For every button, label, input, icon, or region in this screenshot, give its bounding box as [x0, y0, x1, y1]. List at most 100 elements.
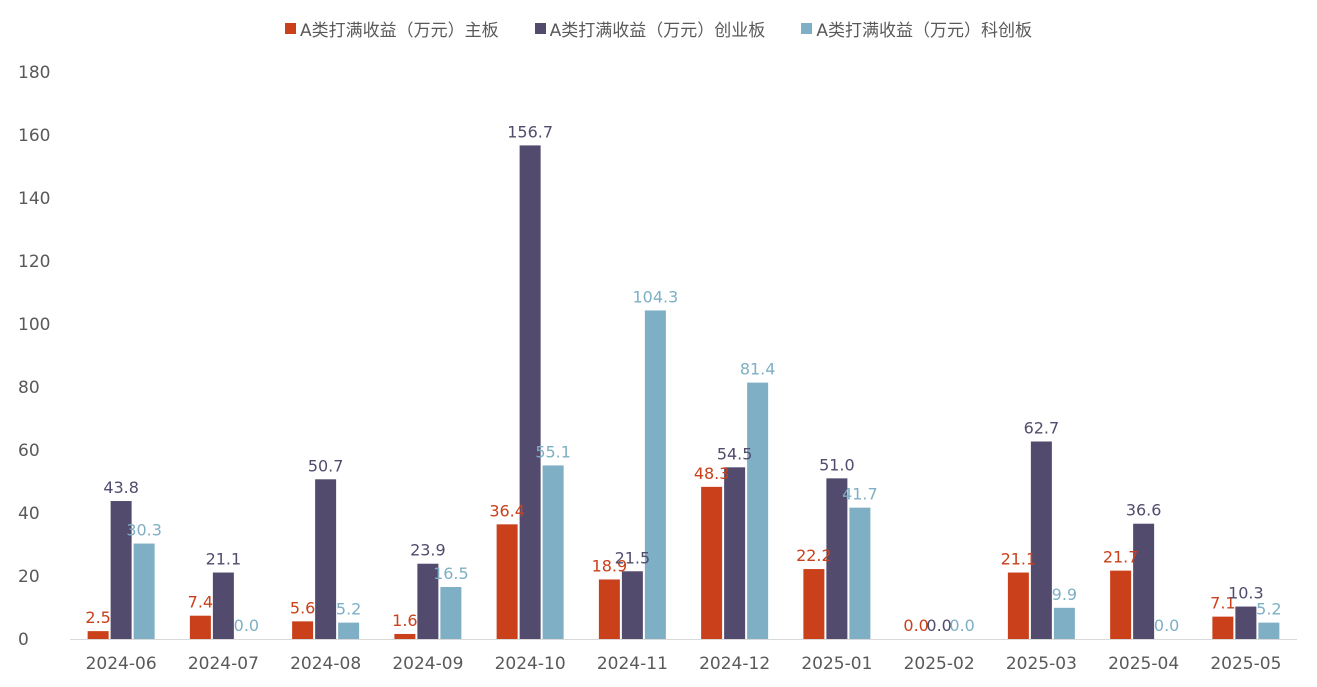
bar: [110, 501, 132, 639]
x-tick-label: 2025-01: [801, 654, 872, 674]
data-label: 0.0: [949, 616, 974, 635]
y-tick-label: 120: [18, 252, 50, 272]
x-tick-label: 2025-02: [904, 654, 975, 674]
bar: [1133, 523, 1155, 639]
y-tick-label: 60: [18, 441, 40, 461]
bar: [496, 524, 518, 639]
data-label: 0.0: [926, 616, 951, 635]
x-tick-label: 2024-10: [495, 654, 566, 674]
legend-item-main-board: A类打满收益（万元）主板: [285, 16, 499, 41]
bar: [803, 569, 825, 639]
legend-label-main-board: A类打满收益（万元）主板: [300, 20, 499, 41]
x-tick-label: 2024-09: [392, 654, 463, 674]
bar: [1110, 570, 1132, 639]
bar: [133, 543, 155, 639]
bar: [338, 622, 360, 639]
data-label: 43.8: [103, 478, 139, 497]
bar: [1007, 572, 1029, 639]
x-tick-label: 2024-06: [86, 654, 157, 674]
bar: [701, 486, 723, 639]
data-label: 0.0: [903, 616, 928, 635]
bar: [212, 572, 234, 639]
bar: [417, 563, 439, 639]
data-label: 48.3: [694, 464, 730, 483]
x-axis: 2024-06 2024-07 2024-08 2024-09 2024-10 2024-…: [70, 639, 1297, 674]
bar: [747, 382, 769, 639]
chart-legend: A类打满收益（万元）主板 A类打满收益（万元）创业板 A类打满收益（万元）科创板: [0, 16, 1317, 41]
legend-swatch-chinext: [534, 22, 546, 34]
y-tick-label: 160: [18, 126, 50, 146]
legend-label-chinext: A类打满收益（万元）创业板: [549, 20, 766, 41]
data-label: 1.6: [392, 611, 417, 630]
bar: [1235, 606, 1257, 639]
data-label: 51.0: [819, 455, 855, 474]
data-label: 2.5: [85, 608, 110, 627]
bar: [826, 478, 848, 639]
data-label: 54.5: [717, 444, 753, 463]
data-label: 62.7: [1024, 418, 1060, 437]
bar: [621, 571, 643, 639]
bar: [315, 479, 337, 639]
bar: [292, 621, 314, 639]
data-label: 7.1: [1210, 594, 1235, 613]
x-tick-label: 2024-12: [699, 654, 770, 674]
data-label: 0.0: [234, 616, 259, 635]
data-label: 156.7: [507, 122, 553, 141]
bar: [542, 465, 564, 639]
x-tick-label: 2025-05: [1210, 654, 1281, 674]
data-label: 7.4: [188, 593, 213, 612]
data-labels: 2.5 43.8 30.3 7.4 21.1 0.0 5.6 50.7 5.2 1.6 23.9 16…: [85, 122, 1281, 635]
legend-item-chinext: A类打满收益（万元）创业板: [534, 16, 766, 41]
bar: [1212, 616, 1234, 639]
data-label: 50.7: [308, 456, 344, 475]
data-label: 22.2: [796, 546, 832, 565]
legend-swatch-main-board: [285, 22, 297, 34]
y-tick-label: 0: [18, 630, 29, 650]
data-label: 5.6: [290, 598, 315, 617]
bar: [1030, 441, 1052, 639]
data-label: 36.4: [489, 501, 525, 520]
bar: [440, 587, 462, 639]
y-tick-label: 40: [18, 504, 40, 524]
bars: [87, 145, 1280, 639]
data-label: 104.3: [632, 287, 678, 306]
y-tick-label: 140: [18, 189, 50, 209]
x-tick-label: 2024-11: [597, 654, 668, 674]
y-axis: 0 20 40 60 80 100 120 140 160 180: [18, 63, 50, 650]
data-label: 5.2: [1256, 600, 1281, 619]
data-label: 36.6: [1126, 501, 1162, 520]
data-label: 81.4: [740, 360, 776, 379]
bar: [644, 310, 666, 639]
y-tick-label: 20: [18, 567, 40, 587]
data-label: 21.5: [615, 548, 651, 567]
bar: [519, 145, 541, 639]
y-tick-label: 100: [18, 315, 50, 335]
data-label: 10.3: [1228, 584, 1264, 603]
bar: [849, 507, 871, 639]
bar: [598, 579, 620, 639]
y-tick-label: 80: [18, 378, 40, 398]
data-label: 5.2: [336, 600, 361, 619]
bar: [394, 633, 416, 639]
bar: [724, 467, 746, 639]
x-tick-label: 2025-04: [1108, 654, 1179, 674]
data-label: 55.1: [535, 442, 571, 461]
data-label: 21.1: [206, 550, 242, 569]
x-tick-label: 2025-03: [1006, 654, 1077, 674]
y-tick-label: 180: [18, 63, 50, 83]
data-label: 18.9: [592, 556, 628, 575]
data-label: 21.7: [1103, 548, 1139, 567]
data-label: 23.9: [410, 541, 446, 560]
data-label: 9.9: [1052, 585, 1077, 604]
data-label: 30.3: [126, 521, 162, 540]
bar: [1053, 607, 1075, 639]
legend-item-star-market: A类打满收益（万元）科创板: [801, 16, 1032, 41]
bar: [87, 631, 109, 639]
x-tick-label: 2024-07: [188, 654, 259, 674]
legend-label-star-market: A类打满收益（万元）科创板: [816, 20, 1032, 41]
data-label: 21.1: [1001, 550, 1037, 569]
legend-swatch-star-market: [801, 22, 813, 34]
data-label: 16.5: [433, 564, 469, 583]
bar: [1258, 622, 1280, 639]
